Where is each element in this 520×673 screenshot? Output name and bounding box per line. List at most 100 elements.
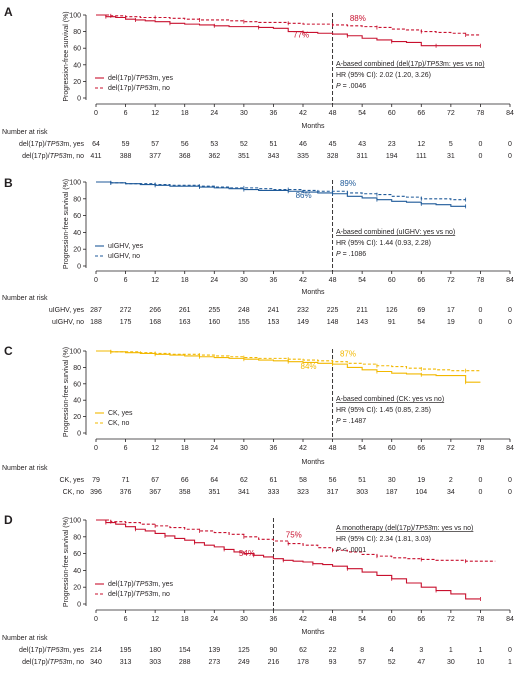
landmark-percent: 75%: [286, 531, 302, 540]
risk-count: 69: [417, 307, 425, 314]
risk-count: 17: [447, 307, 455, 314]
risk-count: 0: [508, 141, 512, 148]
x-tick-label: 18: [181, 277, 189, 284]
risk-count: 163: [179, 319, 191, 326]
risk-count: 175: [120, 319, 132, 326]
series-line-1: [96, 350, 481, 383]
risk-count: 287: [90, 307, 102, 314]
y-tick-label: 40: [73, 568, 81, 575]
x-tick-label: 42: [299, 616, 307, 623]
x-tick-label: 18: [181, 110, 189, 117]
x-tick-label: 48: [329, 445, 337, 452]
risk-row-label: CK, no: [63, 489, 85, 496]
risk-count: 45: [329, 141, 337, 148]
x-tick-label: 60: [388, 616, 396, 623]
risk-count: 0: [478, 307, 482, 314]
risk-count: 328: [327, 153, 339, 160]
risk-count: 168: [149, 319, 161, 326]
panel-b: B Progression-free survival (%) 0204060801…: [2, 176, 514, 326]
panel-a: A Progression-free survival (%) 0204060801…: [2, 5, 514, 160]
y-tick-label: 100: [69, 180, 81, 187]
stats-title: A monotherapy (del(17p)/TP53m: yes vs no…: [336, 525, 473, 532]
risk-count: 2: [449, 477, 453, 484]
y-tick-label: 80: [73, 365, 81, 372]
x-tick-label: 54: [358, 616, 366, 623]
risk-count: 58: [299, 477, 307, 484]
y-tick-label: 60: [73, 551, 81, 558]
risk-count: 155: [238, 319, 250, 326]
legend-label: del(17p)/TP53m, yes: [108, 581, 173, 588]
x-axis-label: Months: [302, 629, 325, 636]
y-tick-label: 60: [73, 213, 81, 220]
x-tick-label: 42: [299, 110, 307, 117]
landmark-percent: 84%: [301, 362, 317, 371]
landmark-percent: 77%: [293, 30, 309, 39]
legend-label: del(17p)/TP53m, no: [108, 85, 170, 92]
risk-count: 57: [151, 141, 159, 148]
risk-count: 22: [329, 647, 337, 654]
risk-count: 93: [329, 659, 337, 666]
x-tick-label: 54: [358, 445, 366, 452]
y-tick-label: 0: [77, 96, 81, 103]
x-tick-label: 60: [388, 110, 396, 117]
y-tick-label: 20: [73, 247, 81, 254]
risk-row-label: del(17p)/TP53m, no: [22, 659, 84, 666]
risk-count: 53: [210, 141, 218, 148]
risk-count: 30: [388, 477, 396, 484]
risk-count: 0: [478, 319, 482, 326]
p-value: P = .0046: [336, 83, 366, 90]
risk-count: 46: [299, 141, 307, 148]
legend-label: del(17p)/TP53m, no: [108, 591, 170, 598]
stats-title: A-based combined (CK: yes vs no): [336, 396, 444, 403]
risk-count: 0: [478, 489, 482, 496]
risk-count: 0: [508, 307, 512, 314]
risk-count: 368: [179, 153, 191, 160]
legend-label: uIGHV, no: [108, 253, 140, 260]
legend-label: CK, yes: [108, 410, 133, 417]
x-tick-label: 42: [299, 277, 307, 284]
risk-count: 154: [179, 647, 191, 654]
risk-count: 311: [357, 153, 368, 160]
risk-count: 71: [122, 477, 130, 484]
x-tick-label: 24: [210, 445, 218, 452]
x-tick-label: 0: [94, 616, 98, 623]
risk-count: 51: [358, 477, 366, 484]
risk-count: 0: [508, 319, 512, 326]
y-tick-label: 100: [69, 518, 81, 525]
risk-count: 5: [449, 141, 453, 148]
y-tick-label: 80: [73, 534, 81, 541]
x-tick-label: 18: [181, 445, 189, 452]
risk-count: 188: [90, 319, 102, 326]
hazard-ratio: HR (95% CI): 2.34 (1.81, 3.03): [336, 536, 431, 543]
x-tick-label: 54: [358, 277, 366, 284]
series-line-2: [96, 350, 481, 372]
risk-count: 111: [416, 153, 427, 160]
y-axis-label: Progression-free survival (%): [63, 179, 70, 269]
landmark-percent: 86%: [296, 191, 312, 200]
risk-count: 62: [240, 477, 248, 484]
hazard-ratio: HR (95% CI): 1.45 (0.85, 2.35): [336, 407, 431, 414]
x-axis-label: Months: [302, 123, 325, 130]
p-value: P = .1086: [336, 251, 366, 258]
series-line-1: [96, 181, 466, 207]
risk-count: 31: [447, 153, 455, 160]
risk-count: 90: [270, 647, 278, 654]
risk-count: 30: [447, 659, 455, 666]
risk-count: 411: [90, 153, 101, 160]
p-value: P < .0001: [336, 547, 366, 554]
x-tick-label: 72: [447, 445, 455, 452]
risk-count: 340: [90, 659, 102, 666]
x-tick-label: 66: [417, 445, 425, 452]
x-tick-label: 30: [240, 445, 248, 452]
risk-count: 4: [390, 647, 394, 654]
y-tick-label: 0: [77, 602, 81, 609]
risk-count: 194: [386, 153, 398, 160]
risk-count: 1: [449, 647, 453, 654]
x-tick-label: 48: [329, 110, 337, 117]
risk-count: 343: [268, 153, 280, 160]
y-tick-label: 0: [77, 431, 81, 438]
panel-c: C Progression-free survival (%) 0204060801…: [2, 344, 514, 496]
x-tick-label: 48: [329, 277, 337, 284]
x-tick-label: 36: [270, 445, 278, 452]
x-tick-label: 54: [358, 110, 366, 117]
